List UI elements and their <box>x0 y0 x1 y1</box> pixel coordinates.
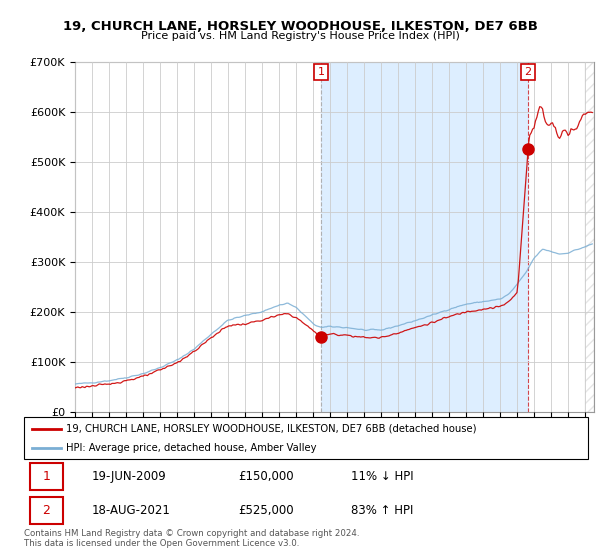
Bar <box>29 497 64 524</box>
Text: Contains HM Land Registry data © Crown copyright and database right 2024.: Contains HM Land Registry data © Crown c… <box>24 529 359 538</box>
Text: 83% ↑ HPI: 83% ↑ HPI <box>351 504 413 517</box>
Text: 19, CHURCH LANE, HORSLEY WOODHOUSE, ILKESTON, DE7 6BB (detached house): 19, CHURCH LANE, HORSLEY WOODHOUSE, ILKE… <box>66 423 477 433</box>
Text: 1: 1 <box>317 67 325 77</box>
Text: HPI: Average price, detached house, Amber Valley: HPI: Average price, detached house, Ambe… <box>66 443 317 453</box>
Text: £525,000: £525,000 <box>238 504 294 517</box>
Bar <box>321 62 528 412</box>
Text: 2: 2 <box>43 504 50 517</box>
Text: Price paid vs. HM Land Registry's House Price Index (HPI): Price paid vs. HM Land Registry's House … <box>140 31 460 41</box>
Text: 19-JUN-2009: 19-JUN-2009 <box>92 470 166 483</box>
Text: 2: 2 <box>524 67 532 77</box>
Text: 19, CHURCH LANE, HORSLEY WOODHOUSE, ILKESTON, DE7 6BB: 19, CHURCH LANE, HORSLEY WOODHOUSE, ILKE… <box>62 20 538 32</box>
Bar <box>29 463 64 489</box>
Text: This data is licensed under the Open Government Licence v3.0.: This data is licensed under the Open Gov… <box>24 539 299 548</box>
Text: 18-AUG-2021: 18-AUG-2021 <box>92 504 170 517</box>
Text: £150,000: £150,000 <box>238 470 294 483</box>
Text: 11% ↓ HPI: 11% ↓ HPI <box>351 470 414 483</box>
Text: 1: 1 <box>43 470 50 483</box>
